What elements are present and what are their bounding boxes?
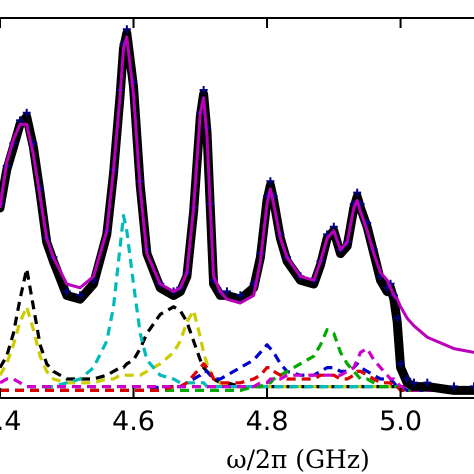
measured-point — [62, 287, 71, 296]
measured-point — [403, 374, 412, 383]
x-axis-label: ω/2π (GHz) — [226, 445, 370, 474]
x-tick-label: 4.8 — [246, 406, 289, 437]
x-tick-label: 4.4 — [0, 406, 21, 437]
measured-point — [76, 291, 85, 300]
measured-point — [266, 177, 275, 186]
series-component-line-6 — [0, 362, 474, 392]
series-component-line-4 — [0, 343, 474, 392]
measured-point — [449, 382, 458, 391]
x-tick-label: 4.6 — [112, 406, 155, 437]
axes — [0, 17, 474, 399]
series-fit-line — [0, 35, 474, 354]
measured-point — [0, 200, 4, 208]
measured-point — [423, 378, 432, 387]
plot-area — [0, 25, 474, 395]
measured-point — [353, 188, 362, 197]
measured-point — [396, 359, 405, 368]
x-tick-labels: 4.4 4.6 4.8 5.0 — [0, 406, 422, 437]
measured-point — [222, 287, 231, 296]
x-tick-label: 5.0 — [379, 406, 422, 437]
measured-point — [470, 382, 474, 391]
series-component-line-2 — [0, 305, 474, 392]
measured-point — [393, 314, 402, 322]
measured-point — [122, 25, 131, 34]
measured-point — [199, 86, 208, 94]
measured-point — [22, 108, 31, 117]
measured-point — [236, 291, 245, 300]
measured-point — [409, 378, 418, 387]
series-component-line-5 — [0, 328, 474, 392]
series-component-line-7 — [0, 347, 474, 392]
